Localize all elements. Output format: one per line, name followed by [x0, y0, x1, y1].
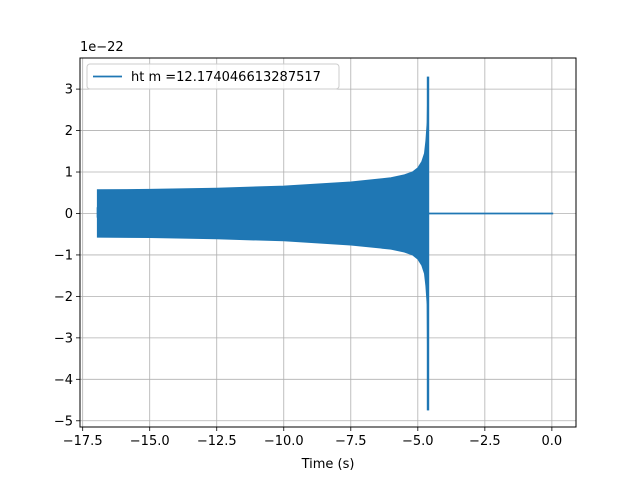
- legend-box: [86, 63, 340, 90]
- x-tick-label: −17.5: [63, 434, 103, 449]
- x-tick-label: −2.5: [469, 434, 501, 449]
- x-tick-label: 0.0: [542, 434, 563, 449]
- x-tick-label: −7.5: [335, 434, 367, 449]
- x-tick-label: −5.0: [402, 434, 434, 449]
- y-tick-label: −3: [54, 331, 73, 346]
- plot-data: [96, 76, 554, 411]
- axis-ticks: −17.5 −15.0 −12.5 −10.0 −7.5 −5.0 −2.5 0.0 −5 −4 −…: [54, 83, 562, 449]
- axes-frame: [79, 57, 577, 428]
- y-tick-label: 3: [65, 83, 73, 98]
- y-tick-label: 1: [65, 166, 73, 181]
- y-tick-label: −5: [54, 414, 73, 429]
- x-axis-label: Time (s): [301, 457, 355, 472]
- legend: ht m =12.174046613287517: [86, 63, 340, 90]
- y-tick-label: −2: [54, 290, 73, 305]
- legend-label: ht m =12.174046613287517: [131, 70, 321, 85]
- x-tick-label: −12.5: [197, 434, 237, 449]
- y-tick-label: −1: [54, 248, 73, 263]
- y-tick-label: 0: [65, 207, 73, 222]
- y-tick-label: −4: [54, 373, 73, 388]
- y-axis-scale-offset: 1e−22: [80, 40, 124, 55]
- x-tick-label: −10.0: [264, 434, 304, 449]
- y-tick-label: 2: [65, 124, 73, 139]
- x-tick-label: −15.0: [130, 434, 170, 449]
